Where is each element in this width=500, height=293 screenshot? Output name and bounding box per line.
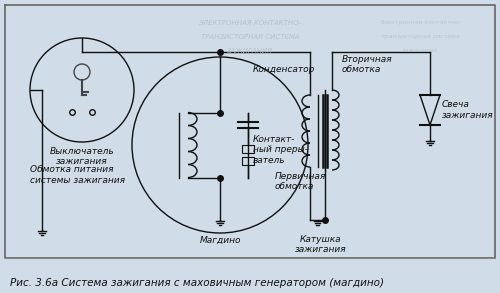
Text: транзисторная система: транзисторная система: [380, 34, 460, 39]
Text: Обмотка питания
системы зажигания: Обмотка питания системы зажигания: [30, 165, 125, 185]
Text: Вторичная
обмотка: Вторичная обмотка: [342, 55, 392, 74]
Bar: [242, 157, 254, 165]
Text: Контакт-
ный преры-
ватель: Контакт- ный преры- ватель: [253, 135, 308, 165]
Text: ЭЛЕКТРОННАЯ КОНТАКТНО-: ЭЛЕКТРОННАЯ КОНТАКТНО-: [198, 20, 302, 26]
Bar: [242, 145, 254, 153]
Text: Катушка
зажигания: Катушка зажигания: [295, 235, 347, 254]
Text: ЗАЖИГАНИЯ: ЗАЖИГАНИЯ: [227, 48, 273, 54]
Text: Выключатель
зажигания: Выключатель зажигания: [50, 147, 114, 166]
Text: Рис. 3.6а Система зажигания с маховичным генератором (магдино): Рис. 3.6а Система зажигания с маховичным…: [10, 278, 384, 288]
Text: ТРАНЗИСТОРНАЯ СИСТЕМА: ТРАНЗИСТОРНАЯ СИСТЕМА: [200, 34, 300, 40]
Text: Конденсатор: Конденсатор: [253, 65, 316, 74]
Text: Электронная контактно-: Электронная контактно-: [379, 20, 461, 25]
Text: Первичная
обмотка: Первичная обмотка: [275, 172, 326, 191]
Text: Магдино: Магдино: [199, 236, 241, 245]
Text: зажигания: зажигания: [402, 48, 438, 53]
Text: Свеча
зажигания: Свеча зажигания: [442, 100, 494, 120]
